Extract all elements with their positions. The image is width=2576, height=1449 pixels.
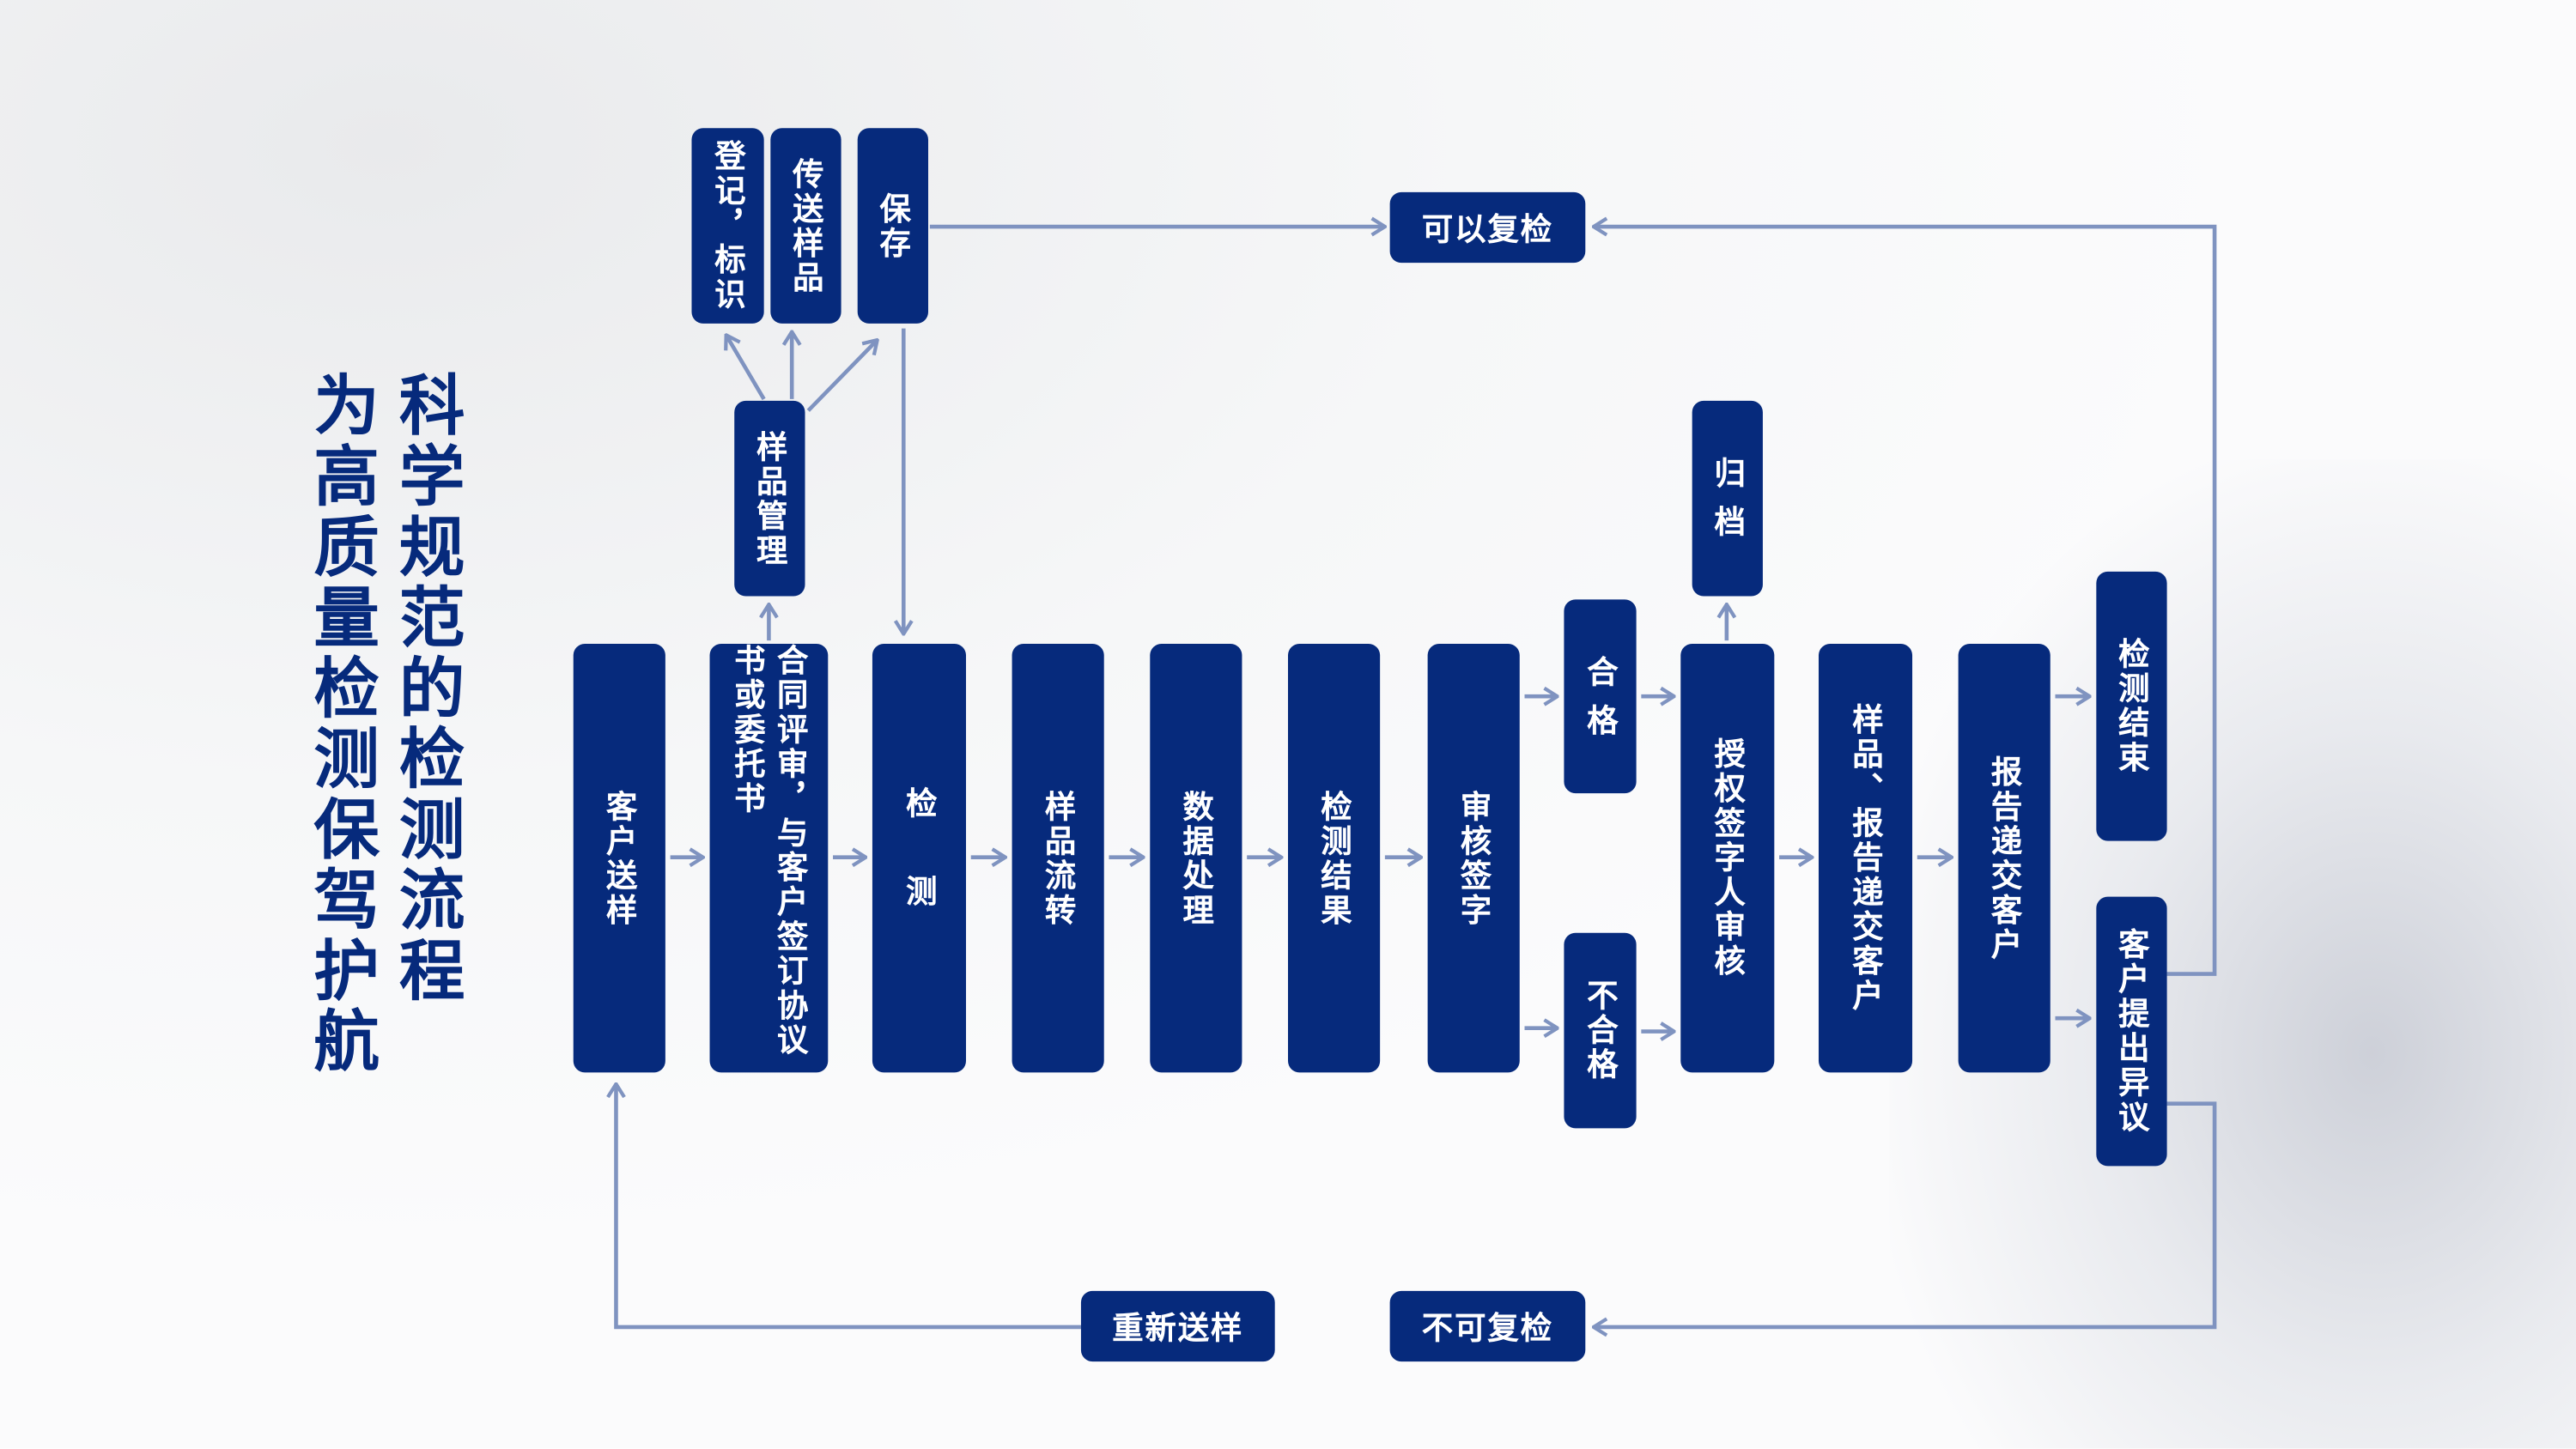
node-resend: 重新送样 — [1080, 1290, 1275, 1362]
node-client-send: 客户送样 — [573, 644, 665, 1073]
node-circulation: 样品流转 — [1012, 644, 1104, 1073]
node-client-objection: 客户提出异议 — [2096, 896, 2167, 1167]
node-pass: 合 格 — [1564, 599, 1637, 794]
node-recheck: 可以复检 — [1389, 191, 1586, 264]
node-authorized-review: 授权签字人审核 — [1680, 644, 1775, 1073]
node-test-end: 检测结束 — [2096, 571, 2167, 841]
node-data-processing: 数据处理 — [1150, 644, 1242, 1073]
node-contract: 合同评审，与客户签订协议书或委托书 — [709, 644, 829, 1073]
node-test: 检 测 — [872, 644, 967, 1073]
node-register: 登记，标识 — [691, 128, 764, 324]
node-transfer: 传送样品 — [770, 128, 841, 324]
arrow-mgmt-store — [806, 340, 877, 412]
arrow-resend-client — [616, 1084, 1081, 1330]
node-test-result: 检测结果 — [1288, 644, 1381, 1073]
node-fail: 不合格 — [1564, 932, 1637, 1129]
main-title: 科学规范的检测流程 — [387, 371, 464, 1007]
arrow-mgmt-register — [726, 335, 766, 401]
sub-title: 为高质量检测保驾护航 — [302, 371, 379, 1078]
node-store: 保存 — [857, 128, 928, 324]
arrow-objection-norecheck — [1594, 1101, 2217, 1327]
node-deliver-sample-report: 样品、报告递交客户 — [1818, 644, 1913, 1073]
node-review-sign: 审核签字 — [1427, 644, 1520, 1073]
node-archive: 归 档 — [1692, 400, 1763, 597]
node-no-recheck: 不可复检 — [1389, 1290, 1586, 1362]
arrow-objection-recheck — [1594, 227, 2217, 976]
node-sample-management: 样品管理 — [734, 400, 805, 597]
node-deliver-report: 报告递交客户 — [1958, 644, 2050, 1073]
